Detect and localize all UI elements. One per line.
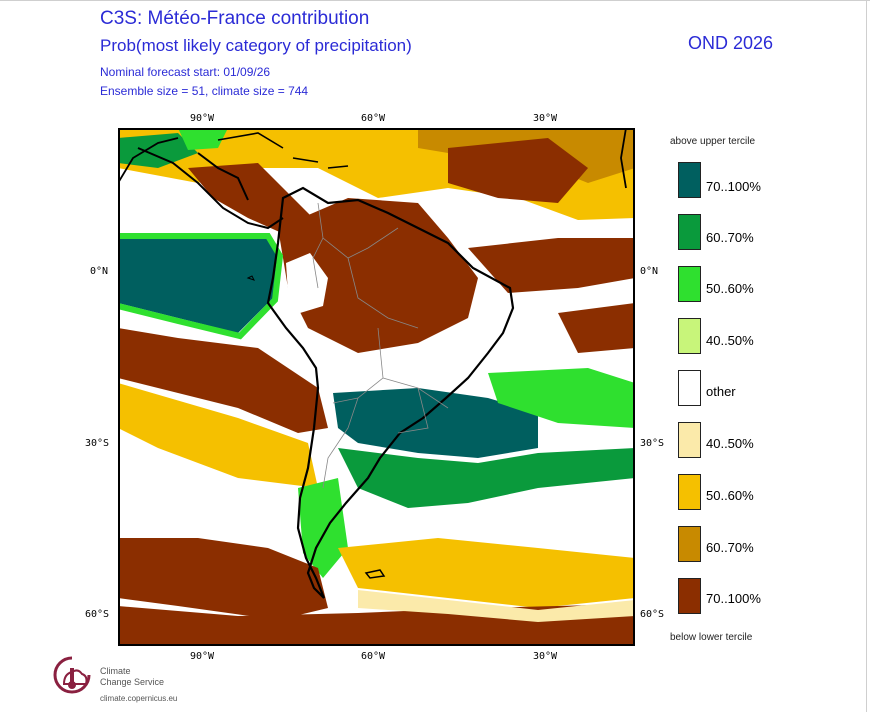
central-america-brown (188, 163, 318, 238)
north-america-edge (118, 137, 179, 184)
lon-tick-top-90w: 90°W (190, 113, 215, 124)
pacific-teal-edge (118, 233, 284, 340)
lat-tick-right-30s: 30°S (640, 438, 665, 449)
lon-tick-bottom-90w: 90°W (190, 651, 215, 662)
south-america-coastline (266, 186, 515, 599)
north-sa-brown (278, 198, 478, 353)
legend-label-above-60-70: 60..70% (706, 230, 754, 245)
lon-tick-top-30w: 30°W (533, 113, 558, 124)
south-lightgreen-band (488, 368, 635, 428)
south-teal-band (333, 388, 538, 458)
patagonia-green (298, 478, 348, 578)
lon-tick-bottom-60w: 60°W (361, 651, 386, 662)
map-subtitle: Prob(most likely category of precipitati… (100, 36, 412, 55)
legend-swatch-other (678, 370, 701, 406)
legend-label-below-50-60: 50..60% (706, 488, 754, 503)
legend-label-above-50-60: 50..60% (706, 281, 754, 296)
logo-url: climate.copernicus.eu (100, 694, 178, 703)
frame-top-line (0, 0, 870, 1)
copernicus-logo: Climate Change Service climate.copernicu… (52, 654, 212, 708)
legend-swatch-below-50-60 (678, 474, 701, 510)
forecast-period: OND 2026 (688, 33, 774, 53)
legend-label-below-70-100: 70..100% (706, 591, 761, 606)
lat-tick-left-0n: 0°N (90, 266, 109, 277)
caribbean-lightgreen (178, 128, 228, 150)
atlantic-brown-1 (448, 138, 588, 203)
legend-swatch-above-40-50 (678, 318, 701, 354)
falkland-islands (364, 569, 386, 579)
galapagos (246, 275, 255, 281)
caribbean-islands (217, 132, 349, 169)
lon-tick-top-60w: 60°W (361, 113, 386, 124)
lon-tick-bottom-30w: 30°W (533, 651, 558, 662)
legend-swatch-above-50-60 (678, 266, 701, 302)
pacific-brown (118, 328, 328, 433)
probability-map (118, 128, 635, 646)
central-america-coastline (137, 147, 284, 230)
legend-label-below-40-50: 40..50% (706, 436, 754, 451)
legend-swatch-below-60-70 (678, 526, 701, 562)
lat-tick-left-60s: 60°S (85, 609, 110, 620)
pacific-tan (118, 383, 318, 488)
south-ocean-tan (338, 538, 635, 608)
ensemble-size-text: Ensemble size = 51, climate size = 744 (100, 84, 309, 98)
south-green-band (338, 448, 635, 508)
atlantic-brown-2 (468, 238, 635, 293)
frame-right-line (866, 0, 867, 712)
map-border (118, 128, 635, 646)
legend-label-above-40-50: 40..50% (706, 333, 754, 348)
legend-swatch-below-40-50 (678, 422, 701, 458)
lat-tick-left-30s: 30°S (85, 438, 110, 449)
climate-logo-icon (53, 656, 91, 694)
country-borders (312, 202, 449, 489)
legend-bottom-caption: below lower tercile (670, 632, 753, 643)
legend-label-below-60-70: 60..70% (706, 540, 754, 555)
lat-tick-right-0n: 0°N (640, 266, 659, 277)
south-pacific-brown (118, 538, 328, 620)
legend-top-caption: above upper tercile (670, 136, 756, 147)
logo-line2: Change Service (100, 677, 165, 687)
legend-swatch-below-70-100 (678, 578, 701, 614)
caribbean-green (118, 133, 198, 168)
legend-label-other: other (706, 384, 736, 399)
map-title: C3S: Météo-France contribution (100, 8, 370, 29)
lat-tick-right-60s: 60°S (640, 609, 665, 620)
atlantic-brown-3 (558, 303, 635, 353)
south-ocean-light (358, 590, 635, 622)
africa-edge (620, 128, 627, 189)
andes-white-hole (286, 253, 328, 313)
forecast-start-text: Nominal forecast start: 01/09/26 (100, 65, 271, 79)
legend-swatch-above-70-100 (678, 162, 701, 198)
logo-line1: Climate (100, 666, 131, 676)
legend-label-above-70-100: 70..100% (706, 179, 761, 194)
legend-swatch-above-60-70 (678, 214, 701, 250)
pacific-teal (118, 238, 278, 333)
